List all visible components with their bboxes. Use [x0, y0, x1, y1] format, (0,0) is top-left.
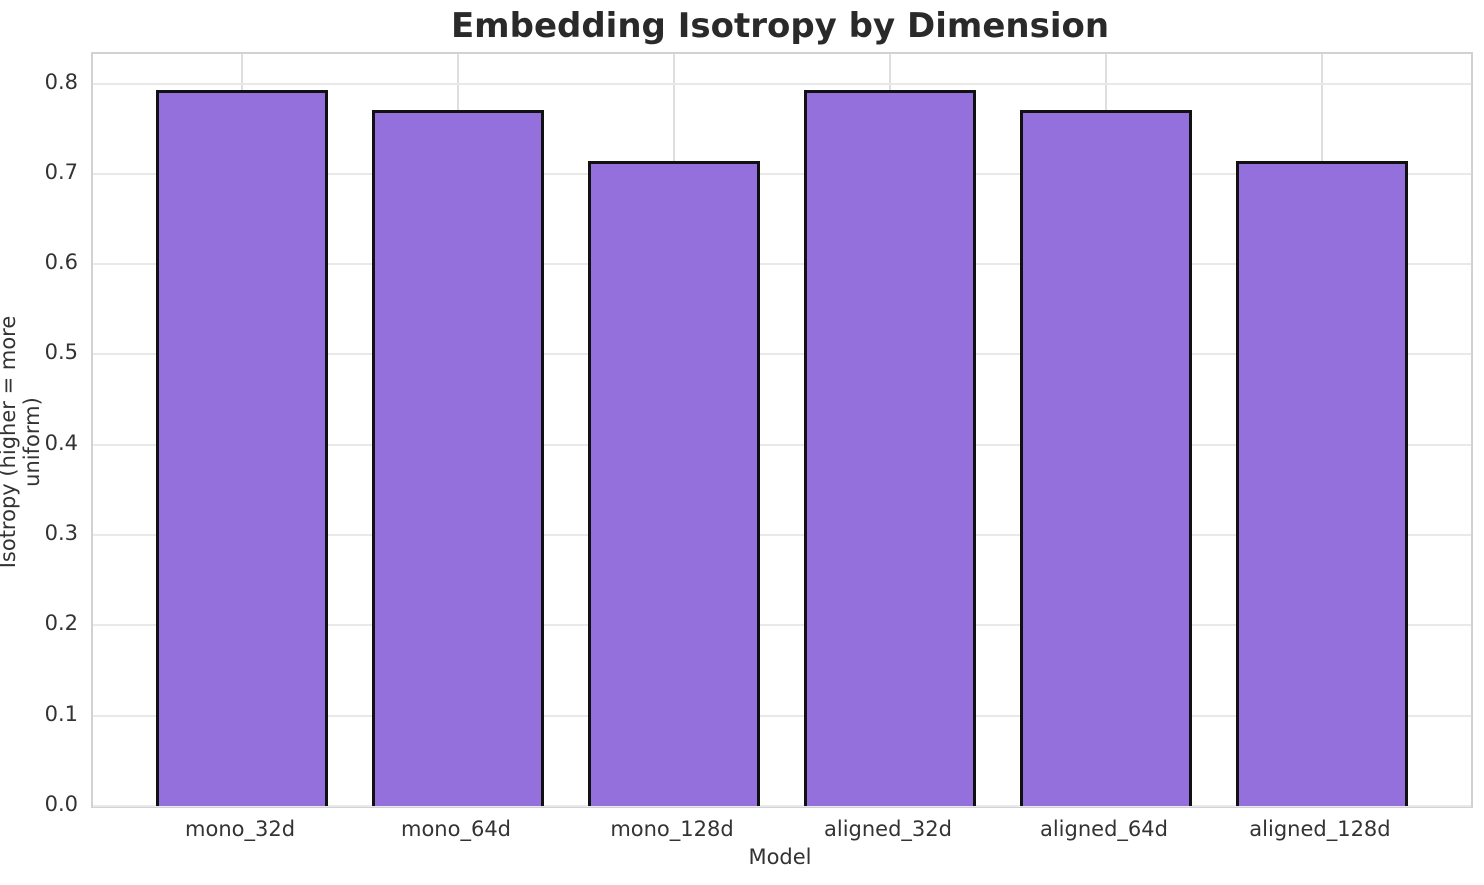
- bar-aligned_64d: [1019, 109, 1193, 806]
- bar-mono_64d: [371, 109, 545, 806]
- h-gridline: [93, 82, 1471, 85]
- bar-mono_32d: [155, 89, 329, 806]
- y-tick-label: 0.0: [44, 792, 78, 816]
- h-gridline: [93, 353, 1471, 356]
- h-gridline: [93, 624, 1471, 627]
- y-tick-label: 0.5: [44, 340, 78, 365]
- h-gridline: [93, 534, 1471, 537]
- x-tick-label: mono_32d: [185, 817, 296, 841]
- bar-aligned_128d: [1235, 161, 1409, 806]
- x-tick-label: mono_128d: [610, 817, 734, 841]
- h-gridline: [93, 263, 1471, 266]
- y-tick-label: 0.1: [44, 701, 78, 726]
- y-tick-label: 0.6: [44, 250, 78, 275]
- x-tick-label: aligned_64d: [1039, 817, 1168, 841]
- chart-title: Embedding Isotropy by Dimension: [450, 6, 1110, 46]
- x-axis-label: Model: [748, 845, 812, 869]
- y-tick-label: 0.8: [44, 69, 78, 94]
- h-gridline: [93, 172, 1471, 175]
- y-tick-label: 0.4: [44, 430, 78, 455]
- h-gridline: [93, 805, 1471, 807]
- y-tick-label: 0.3: [44, 521, 78, 546]
- y-tick-label: 0.2: [44, 611, 78, 636]
- h-gridline: [93, 714, 1471, 717]
- x-tick-label: aligned_32d: [823, 817, 952, 841]
- bar-aligned_32d: [803, 89, 977, 806]
- y-tick-label: 0.7: [44, 159, 78, 184]
- bar-mono_128d: [587, 161, 761, 806]
- h-gridline: [93, 443, 1471, 446]
- x-tick-label: mono_64d: [401, 817, 512, 841]
- plot-area: [91, 52, 1473, 808]
- x-tick-label: aligned_128d: [1249, 817, 1391, 841]
